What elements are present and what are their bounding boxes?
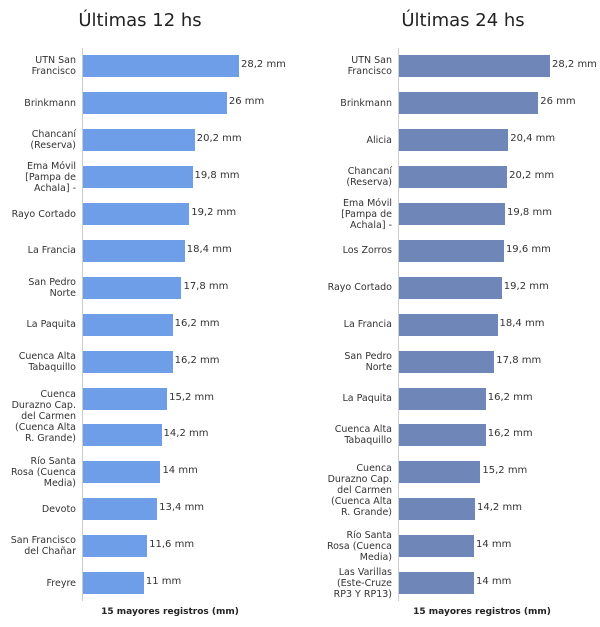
bar xyxy=(399,129,509,152)
value-label: 11 mm xyxy=(145,576,182,588)
bar xyxy=(83,498,158,521)
bar xyxy=(83,129,195,152)
category-label: Cuenca Alta Tabaquillo xyxy=(18,350,76,373)
bar xyxy=(83,166,193,189)
bar xyxy=(399,535,474,558)
category-label: San Pedro Norte xyxy=(28,276,76,299)
bar xyxy=(399,166,508,189)
value-label: 28,2 mm xyxy=(552,59,597,71)
axis-line xyxy=(398,48,399,601)
category-label: Río Santa Rosa (Cuenca Media) xyxy=(326,529,392,563)
bar xyxy=(83,572,144,595)
value-label: 26 mm xyxy=(228,96,265,108)
value-label: 14 mm xyxy=(475,576,512,588)
axis-line xyxy=(82,48,83,601)
value-label: 15,2 mm xyxy=(482,465,528,477)
category-label: Freyre xyxy=(46,577,76,589)
value-label: 15,2 mm xyxy=(169,391,215,403)
category-label: Río Santa Rosa (Cuenca Media) xyxy=(10,455,76,489)
bar xyxy=(399,276,502,299)
category-label: UTN San Francisco xyxy=(31,55,76,78)
x-axis-label: 15 mayores registros (mm) xyxy=(413,607,551,617)
bar xyxy=(399,239,504,262)
category-label: Chancaní (Reserva) xyxy=(30,129,76,152)
bar xyxy=(399,92,539,115)
bar xyxy=(399,55,550,78)
value-label: 16,2 mm xyxy=(487,428,533,440)
value-label: 20,4 mm xyxy=(510,133,556,145)
x-axis-label: 15 mayores registros (mm) xyxy=(101,607,239,617)
bar xyxy=(83,535,148,558)
value-label: 14 mm xyxy=(162,465,198,477)
value-label: 17,8 mm xyxy=(496,354,542,366)
bar xyxy=(399,350,495,373)
category-label: La Francia xyxy=(343,319,392,331)
category-label: La Paquita xyxy=(342,393,393,405)
category-label: Ema Móvil [Pampa de Achala] - xyxy=(341,197,392,231)
bar xyxy=(399,313,498,336)
category-label: Rayo Cortado xyxy=(327,282,392,294)
bar xyxy=(399,203,506,226)
value-label: 11,6 mm xyxy=(149,539,195,551)
bar xyxy=(83,55,239,78)
value-label: 19,2 mm xyxy=(503,280,549,292)
bar xyxy=(83,203,190,226)
value-label: 28,2 mm xyxy=(241,59,286,71)
category-label: Ema Móvil [Pampa de Achala] - xyxy=(25,160,76,194)
value-label: 18,4 mm xyxy=(499,317,545,329)
value-label: 16,2 mm xyxy=(487,391,533,403)
chart-title: Últimas 12 hs xyxy=(78,10,202,31)
bar xyxy=(83,92,227,115)
category-label: UTN San Francisco xyxy=(347,55,392,78)
value-label: 19,8 mm xyxy=(194,170,240,182)
category-label: La Paquita xyxy=(26,319,77,331)
value-label: 14 mm xyxy=(475,539,512,551)
value-label: 20,2 mm xyxy=(509,170,555,182)
category-label: Devoto xyxy=(41,503,76,515)
value-label: 26 mm xyxy=(540,96,576,108)
bar xyxy=(83,313,173,336)
category-label: Las Varillas (Este-Cruze RP3 Y RP13) xyxy=(333,566,392,600)
value-label: 19,8 mm xyxy=(507,207,552,219)
category-label: Brinkmann xyxy=(24,97,76,109)
category-label: Cuenca Alta Tabaquillo xyxy=(334,424,392,447)
bar xyxy=(399,498,476,521)
bar xyxy=(83,276,182,299)
bar xyxy=(83,387,168,410)
bar xyxy=(399,387,486,410)
category-label: Rayo Cortado xyxy=(11,208,76,220)
bar xyxy=(399,572,474,595)
value-label: 20,2 mm xyxy=(196,133,242,145)
bar xyxy=(399,461,481,484)
value-label: 13,4 mm xyxy=(159,502,205,514)
value-label: 14,2 mm xyxy=(477,502,522,514)
category-label: Los Zorros xyxy=(342,245,392,257)
category-label: San Pedro Norte xyxy=(344,350,392,373)
category-label: Cuenca Durazno Cap. del Carmen (Cuenca A… xyxy=(11,389,76,445)
value-label: 19,6 mm xyxy=(505,243,551,255)
value-label: 18,4 mm xyxy=(186,243,232,255)
chart-title: Últimas 24 hs xyxy=(401,10,525,31)
value-label: 16,2 mm xyxy=(174,354,220,366)
category-label: Brinkmann xyxy=(340,97,392,109)
bar xyxy=(83,350,173,373)
category-label: Alicia xyxy=(366,134,392,146)
bar xyxy=(83,239,185,262)
bar xyxy=(399,424,486,447)
category-label: La Francia xyxy=(27,245,76,257)
category-label: Chancaní (Reserva) xyxy=(346,166,392,189)
value-label: 16,2 mm xyxy=(174,317,220,329)
category-label: Cuenca Durazno Cap. del Carmen (Cuenca A… xyxy=(327,463,392,519)
value-label: 19,2 mm xyxy=(191,207,237,219)
value-label: 17,8 mm xyxy=(183,280,229,292)
bar xyxy=(83,424,162,447)
category-label: San Francisco del Chañar xyxy=(10,535,76,558)
bar xyxy=(83,461,161,484)
value-label: 14,2 mm xyxy=(163,428,209,440)
